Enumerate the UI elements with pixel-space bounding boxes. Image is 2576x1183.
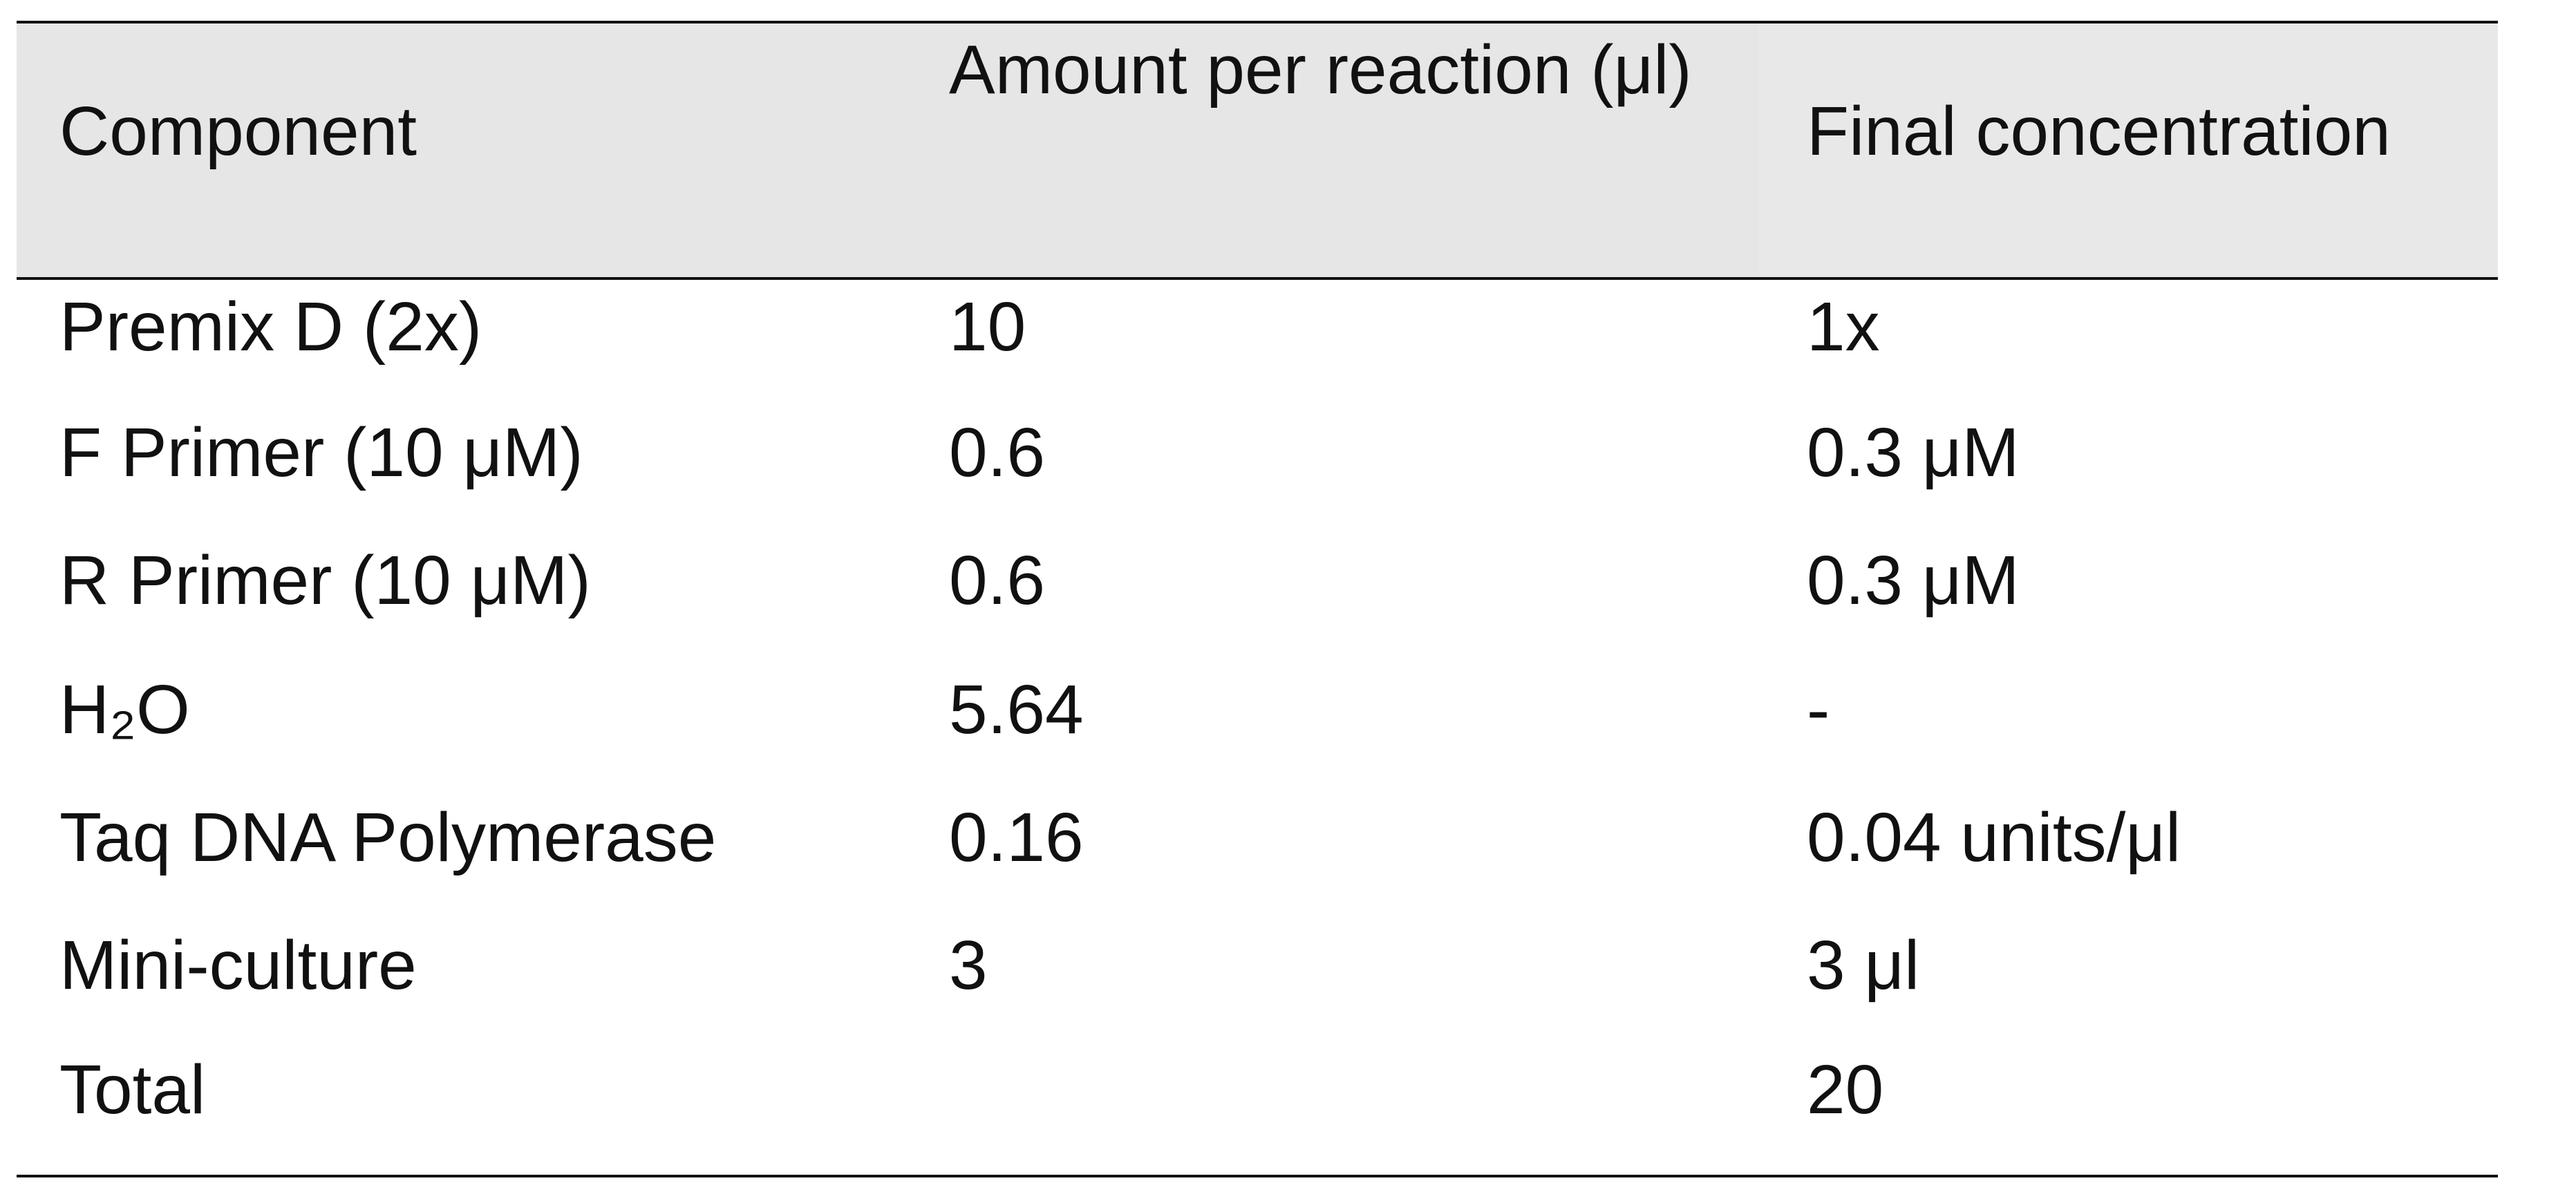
header-cell: Amount per reaction (μl)	[949, 31, 1692, 108]
table-cell: 0.04 units/μl	[1807, 799, 2181, 876]
table-cell: Total	[59, 1051, 206, 1128]
table-cell: R Primer (10 μM)	[59, 542, 591, 619]
table-cell: H₂O	[59, 671, 190, 748]
table-cell: 0.3 μM	[1807, 414, 2020, 491]
table-cell: 20	[1807, 1051, 1884, 1128]
header-background	[1758, 23, 2498, 278]
header-cell: Final concentration	[1807, 93, 2391, 170]
table-cell: 0.6	[949, 414, 1046, 491]
table-cell: -	[1807, 671, 1830, 748]
table-cell: 0.3 μM	[1807, 542, 2020, 619]
bottom-rule	[17, 1175, 2498, 1177]
header-background	[17, 23, 1758, 278]
table-cell: 0.6	[949, 542, 1046, 619]
table-cell: Mini-culture	[59, 927, 417, 1004]
header-rule	[17, 277, 2498, 280]
top-rule	[17, 21, 2498, 23]
table-cell: F Primer (10 μM)	[59, 414, 583, 491]
table-cell: 10	[949, 288, 1026, 366]
table-cell: 0.16	[949, 799, 1084, 876]
table-cell: 3	[949, 927, 988, 1004]
header-cell: Component	[59, 93, 417, 170]
table-cell: 1x	[1807, 288, 1880, 366]
table-cell: Taq DNA Polymerase	[59, 799, 717, 876]
table-cell: 3 μl	[1807, 927, 1920, 1004]
table-cell: 5.64	[949, 671, 1084, 748]
table-cell: Premix D (2x)	[59, 288, 482, 366]
